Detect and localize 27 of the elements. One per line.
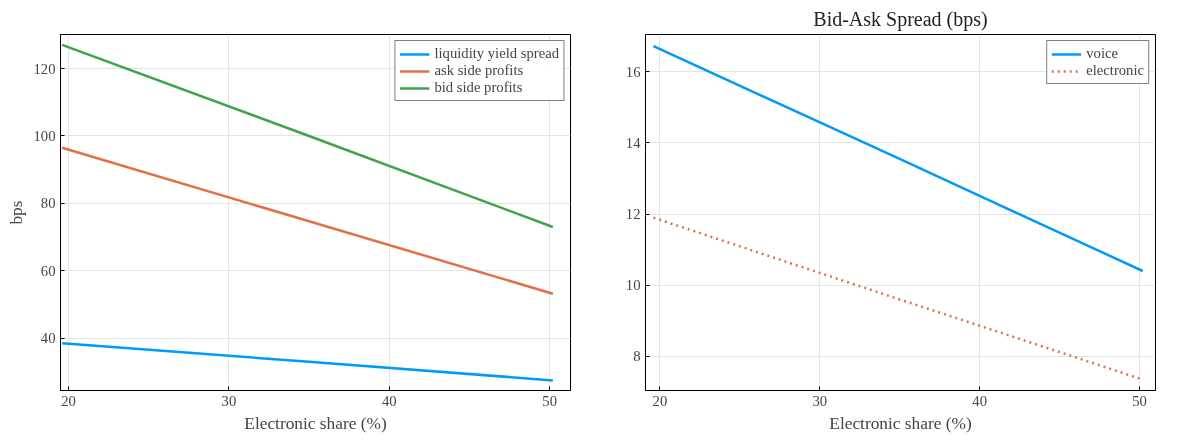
legend-label: bid side profits xyxy=(434,79,523,96)
y-tick-label: 12 xyxy=(625,206,641,223)
x-tick-label: 30 xyxy=(812,392,828,409)
y-tick-label: 100 xyxy=(33,127,56,144)
x-axis-title: Electronic share (%) xyxy=(244,413,387,433)
x-tick-label: 50 xyxy=(1132,392,1147,409)
legend-label: liquidity yield spread xyxy=(434,45,559,62)
y-tick-label: 10 xyxy=(625,277,641,294)
x-tick-label: 20 xyxy=(652,392,668,409)
x-tick-label: 40 xyxy=(381,392,397,409)
x-tick-label: 30 xyxy=(221,392,237,409)
legend-label: electronic xyxy=(1086,62,1144,79)
x-tick-label: 40 xyxy=(972,392,987,409)
y-axis-title: bps xyxy=(6,200,26,225)
chart-title: Bid-Ask Spread (bps) xyxy=(813,7,988,31)
x-tick-label: 20 xyxy=(61,392,76,409)
legend-label: voice xyxy=(1086,45,1118,62)
y-tick-label: 120 xyxy=(33,60,56,77)
y-tick-label: 60 xyxy=(40,262,56,279)
y-tick-label: 40 xyxy=(40,330,56,347)
legend-label: ask side profits xyxy=(434,62,524,79)
x-axis-title: Electronic share (%) xyxy=(829,413,972,433)
x-tick-label: 50 xyxy=(542,392,557,409)
y-tick-label: 14 xyxy=(625,134,642,151)
y-tick-label: 80 xyxy=(40,195,56,212)
y-tick-label: 16 xyxy=(625,63,641,80)
y-tick-label: 8 xyxy=(633,348,641,365)
